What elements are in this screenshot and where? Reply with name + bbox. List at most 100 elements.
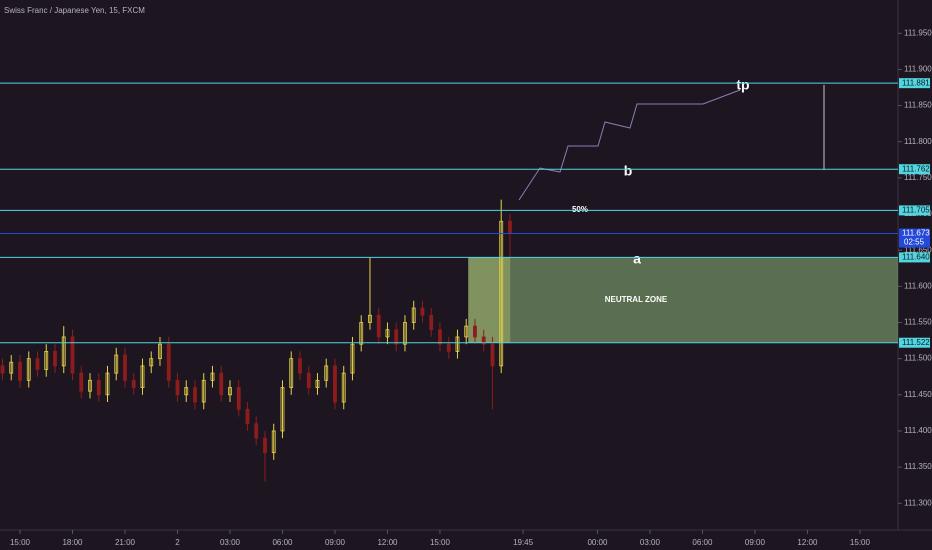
level-label: 111.881	[902, 78, 930, 87]
candle-body	[394, 329, 399, 345]
drawings	[518, 85, 825, 201]
current-price-label: 111.673	[902, 229, 930, 238]
candle-body	[105, 372, 110, 396]
candle-body	[263, 437, 267, 454]
neutral-zone	[468, 257, 898, 343]
candle-body	[306, 372, 311, 388]
y-tick-label: 111.850	[904, 101, 932, 110]
candle-body	[44, 351, 49, 370]
candle-body	[464, 325, 469, 338]
annotation-a: a	[633, 251, 641, 267]
candle-layer	[0, 199, 512, 482]
candle-body	[9, 361, 14, 374]
x-tick-label: 03:00	[220, 538, 241, 547]
candle-body	[473, 325, 477, 338]
candle-body	[289, 358, 294, 388]
annotation-b: b	[624, 163, 633, 179]
candle-body	[140, 365, 145, 388]
candle-body	[411, 307, 416, 323]
candle-body	[481, 336, 486, 345]
candle-body	[429, 314, 434, 331]
candle-body	[333, 365, 337, 403]
candle-body	[228, 387, 232, 396]
level-label: 111.705	[902, 206, 930, 215]
level-label-box	[899, 337, 930, 348]
y-tick-label: 111.900	[904, 65, 932, 74]
candle-body	[123, 354, 127, 381]
x-tick-label: 00:00	[587, 538, 608, 547]
x-tick-label: 06:00	[272, 538, 293, 547]
candle-body	[341, 372, 346, 403]
annotation-neutral-zone: NEUTRAL ZONE	[605, 295, 668, 304]
level-label: 111.522	[902, 338, 930, 347]
candle-body	[280, 387, 285, 432]
candle-body	[175, 379, 180, 396]
x-tick-label: 09:00	[325, 538, 346, 547]
x-tick-label: 09:00	[745, 538, 766, 547]
current-price-box	[899, 228, 930, 248]
candle-body	[298, 358, 302, 374]
y-tick-label: 111.800	[904, 137, 932, 146]
level-label-box	[899, 78, 930, 89]
candle-body	[446, 343, 451, 352]
y-tick-label: 111.300	[904, 498, 932, 507]
projection-path	[518, 89, 741, 201]
candle-body	[359, 322, 364, 345]
candle-body	[385, 329, 390, 338]
x-tick-label: 03:00	[640, 538, 661, 547]
y-tick-label: 111.550	[904, 318, 932, 327]
candle-body	[271, 430, 276, 454]
y-tick-label: 111.450	[904, 390, 932, 399]
candle-body	[96, 379, 101, 396]
candle-body	[210, 372, 215, 381]
level-label-box	[899, 164, 930, 175]
x-tick-label: 12:00	[377, 538, 398, 547]
countdown-label: 02:55	[904, 238, 925, 247]
candle-body	[0, 365, 5, 374]
level-label-box	[899, 252, 930, 263]
candle-body	[201, 379, 206, 403]
candle-body	[35, 358, 40, 370]
candle-body	[88, 379, 92, 392]
x-tick-label: 12:00	[797, 538, 818, 547]
candle-body	[455, 336, 460, 352]
candle-body	[236, 387, 241, 410]
y-tick-label: 111.950	[904, 28, 932, 37]
x-tick-label: 18:00	[62, 538, 83, 547]
candle-body	[18, 361, 22, 381]
candle-body	[131, 379, 136, 388]
x-tick-label: 15:00	[10, 538, 31, 547]
candle-body	[376, 314, 381, 338]
candle-body	[254, 423, 259, 439]
candle-body	[508, 220, 512, 234]
zone-layer	[468, 257, 898, 343]
candle-body	[26, 358, 31, 381]
annotation-50: 50%	[572, 205, 588, 214]
candle-body	[79, 372, 84, 392]
candle-body	[53, 351, 57, 367]
candle-body	[350, 343, 355, 374]
y-tick-label: 111.400	[904, 426, 932, 435]
level-label: 111.762	[902, 164, 930, 173]
candle-body	[315, 379, 320, 388]
candle-body	[184, 387, 189, 396]
x-tick-label: 15:00	[430, 538, 451, 547]
chart-title: Swiss Franc / Japanese Yen, 15, FXCM	[4, 6, 145, 15]
candle-body	[368, 314, 372, 323]
candle-body	[166, 343, 171, 381]
x-tick-label: 19:45	[513, 538, 534, 547]
candle-body	[324, 365, 329, 381]
candle-body	[403, 322, 407, 345]
candle-body	[490, 343, 495, 367]
y-tick-label: 111.600	[904, 281, 932, 290]
x-tick-label: 21:00	[115, 538, 136, 547]
candle-body	[245, 408, 250, 425]
level-label-box	[899, 205, 930, 216]
level-label: 111.640	[902, 253, 930, 262]
y-tick-label: 111.750	[904, 173, 932, 182]
candle-body	[70, 336, 75, 374]
candle-body	[420, 307, 425, 316]
candle-body	[499, 220, 504, 367]
candle-body	[158, 343, 162, 360]
